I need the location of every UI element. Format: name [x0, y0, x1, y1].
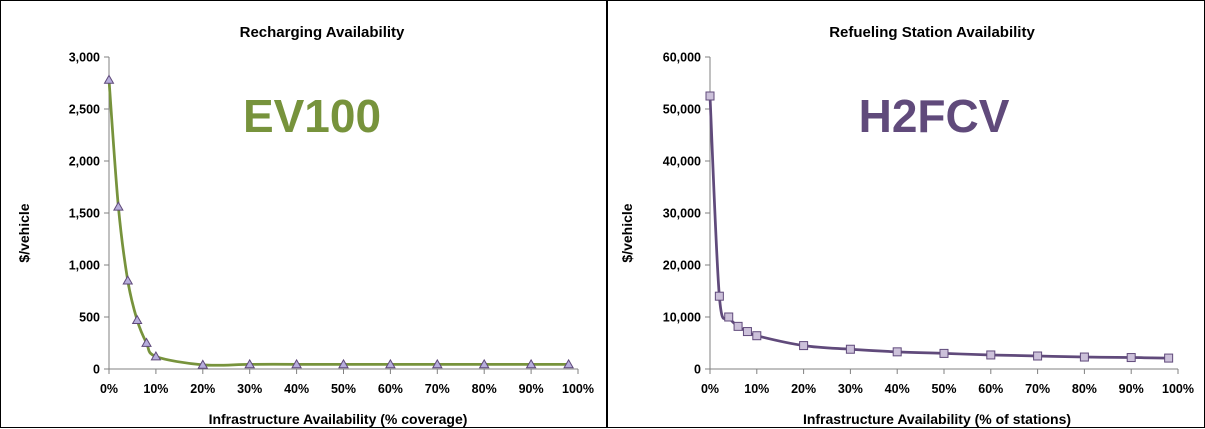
data-point — [385, 358, 396, 369]
plot-area — [103, 74, 574, 369]
y-tick-label: 1,500 — [69, 207, 100, 221]
y-tick-label: 2,000 — [69, 155, 100, 169]
plot-area — [705, 91, 1174, 363]
axes: 0 10,000 20,000 30,000 40,000 50,000 60,000 0% 1… — [663, 51, 1194, 397]
data-point — [733, 321, 743, 331]
y-tick-label: 2,500 — [69, 103, 100, 117]
data-point — [705, 91, 715, 101]
data-point — [799, 341, 809, 351]
y-tick-label: 0 — [93, 363, 100, 377]
chart-recharging-availability: Recharging Availability EV100 Infrastruc… — [16, 24, 594, 427]
data-point — [724, 312, 734, 322]
data-point — [742, 327, 752, 337]
x-tick-label: 60% — [978, 382, 1003, 396]
chart-panel-refueling: Refueling Station Availability H2FCV Inf… — [607, 0, 1205, 428]
x-tick-label: 20% — [190, 382, 215, 396]
data-point — [1126, 353, 1136, 363]
x-tick-label: 20% — [791, 382, 816, 396]
x-tick-label: 30% — [237, 382, 262, 396]
y-axis-label: $/vehicle — [16, 203, 32, 262]
data-point — [563, 358, 574, 369]
data-point — [752, 331, 762, 341]
x-axis-label: Infrastructure Availability (% coverage) — [209, 411, 468, 427]
x-tick-label: 50% — [931, 382, 956, 396]
x-tick-label: 80% — [472, 382, 497, 396]
y-tick-label: 500 — [79, 311, 100, 325]
x-tick-label: 70% — [1025, 382, 1050, 396]
data-point — [338, 358, 349, 369]
data-point — [131, 314, 143, 324]
x-tick-label: 90% — [519, 382, 544, 396]
data-point — [1164, 353, 1174, 363]
data-point — [1079, 352, 1089, 362]
y-tick-label: 50,000 — [663, 103, 701, 117]
x-tick-label: 50% — [331, 382, 356, 396]
data-point — [103, 74, 115, 84]
x-axis-label: Infrastructure Availability (% of statio… — [803, 411, 1071, 427]
data-point — [291, 358, 302, 369]
chart-annotation-h2fcv: H2FCV — [859, 90, 1010, 142]
x-tick-label: 60% — [378, 382, 403, 396]
axes: 0 500 1,000 1,500 2,000 2,500 3,000 0% 10% 20% 30%… — [69, 51, 594, 397]
x-tick-label: 80% — [1072, 382, 1097, 396]
chart-title: Recharging Availability — [240, 24, 405, 41]
x-tick-label: 100% — [562, 382, 594, 396]
data-point — [892, 347, 902, 357]
y-tick-label: 20,000 — [663, 259, 701, 273]
x-tick-label: 30% — [838, 382, 863, 396]
y-tick-label: 40,000 — [663, 155, 701, 169]
y-axis-label: $/vehicle — [619, 203, 635, 262]
x-tick-label: 10% — [744, 382, 769, 396]
x-tick-label: 40% — [885, 382, 910, 396]
data-point — [113, 201, 124, 211]
y-tick-label: 30,000 — [663, 207, 701, 221]
x-tick-label: 70% — [425, 382, 450, 396]
x-tick-label: 0% — [701, 382, 719, 396]
y-tick-label: 1,000 — [69, 259, 100, 273]
data-point — [122, 275, 134, 285]
chart-panel-recharging: Recharging Availability EV100 Infrastruc… — [0, 0, 607, 428]
data-point — [1033, 351, 1043, 361]
data-point — [986, 350, 996, 360]
chart-refueling-station-availability: Refueling Station Availability H2FCV Inf… — [619, 24, 1194, 427]
x-tick-label: 40% — [284, 382, 309, 396]
data-point — [525, 358, 537, 369]
x-tick-label: 90% — [1119, 382, 1144, 396]
chart-annotation-ev100: EV100 — [243, 90, 381, 142]
data-point — [939, 348, 949, 358]
chart-title: Refueling Station Availability — [829, 24, 1035, 41]
x-tick-label: 0% — [100, 382, 118, 396]
data-point — [714, 291, 724, 301]
data-point — [197, 359, 209, 369]
x-tick-label: 10% — [143, 382, 168, 396]
y-tick-label: 10,000 — [663, 311, 701, 325]
data-point — [431, 358, 443, 369]
data-point — [845, 344, 855, 354]
y-tick-label: 60,000 — [663, 51, 701, 65]
x-tick-label: 100% — [1162, 382, 1194, 396]
data-point — [141, 337, 152, 347]
data-point — [150, 351, 162, 361]
y-tick-label: 0 — [694, 363, 701, 377]
y-tick-label: 3,000 — [69, 51, 100, 65]
data-point — [244, 358, 256, 369]
data-point — [478, 358, 490, 369]
